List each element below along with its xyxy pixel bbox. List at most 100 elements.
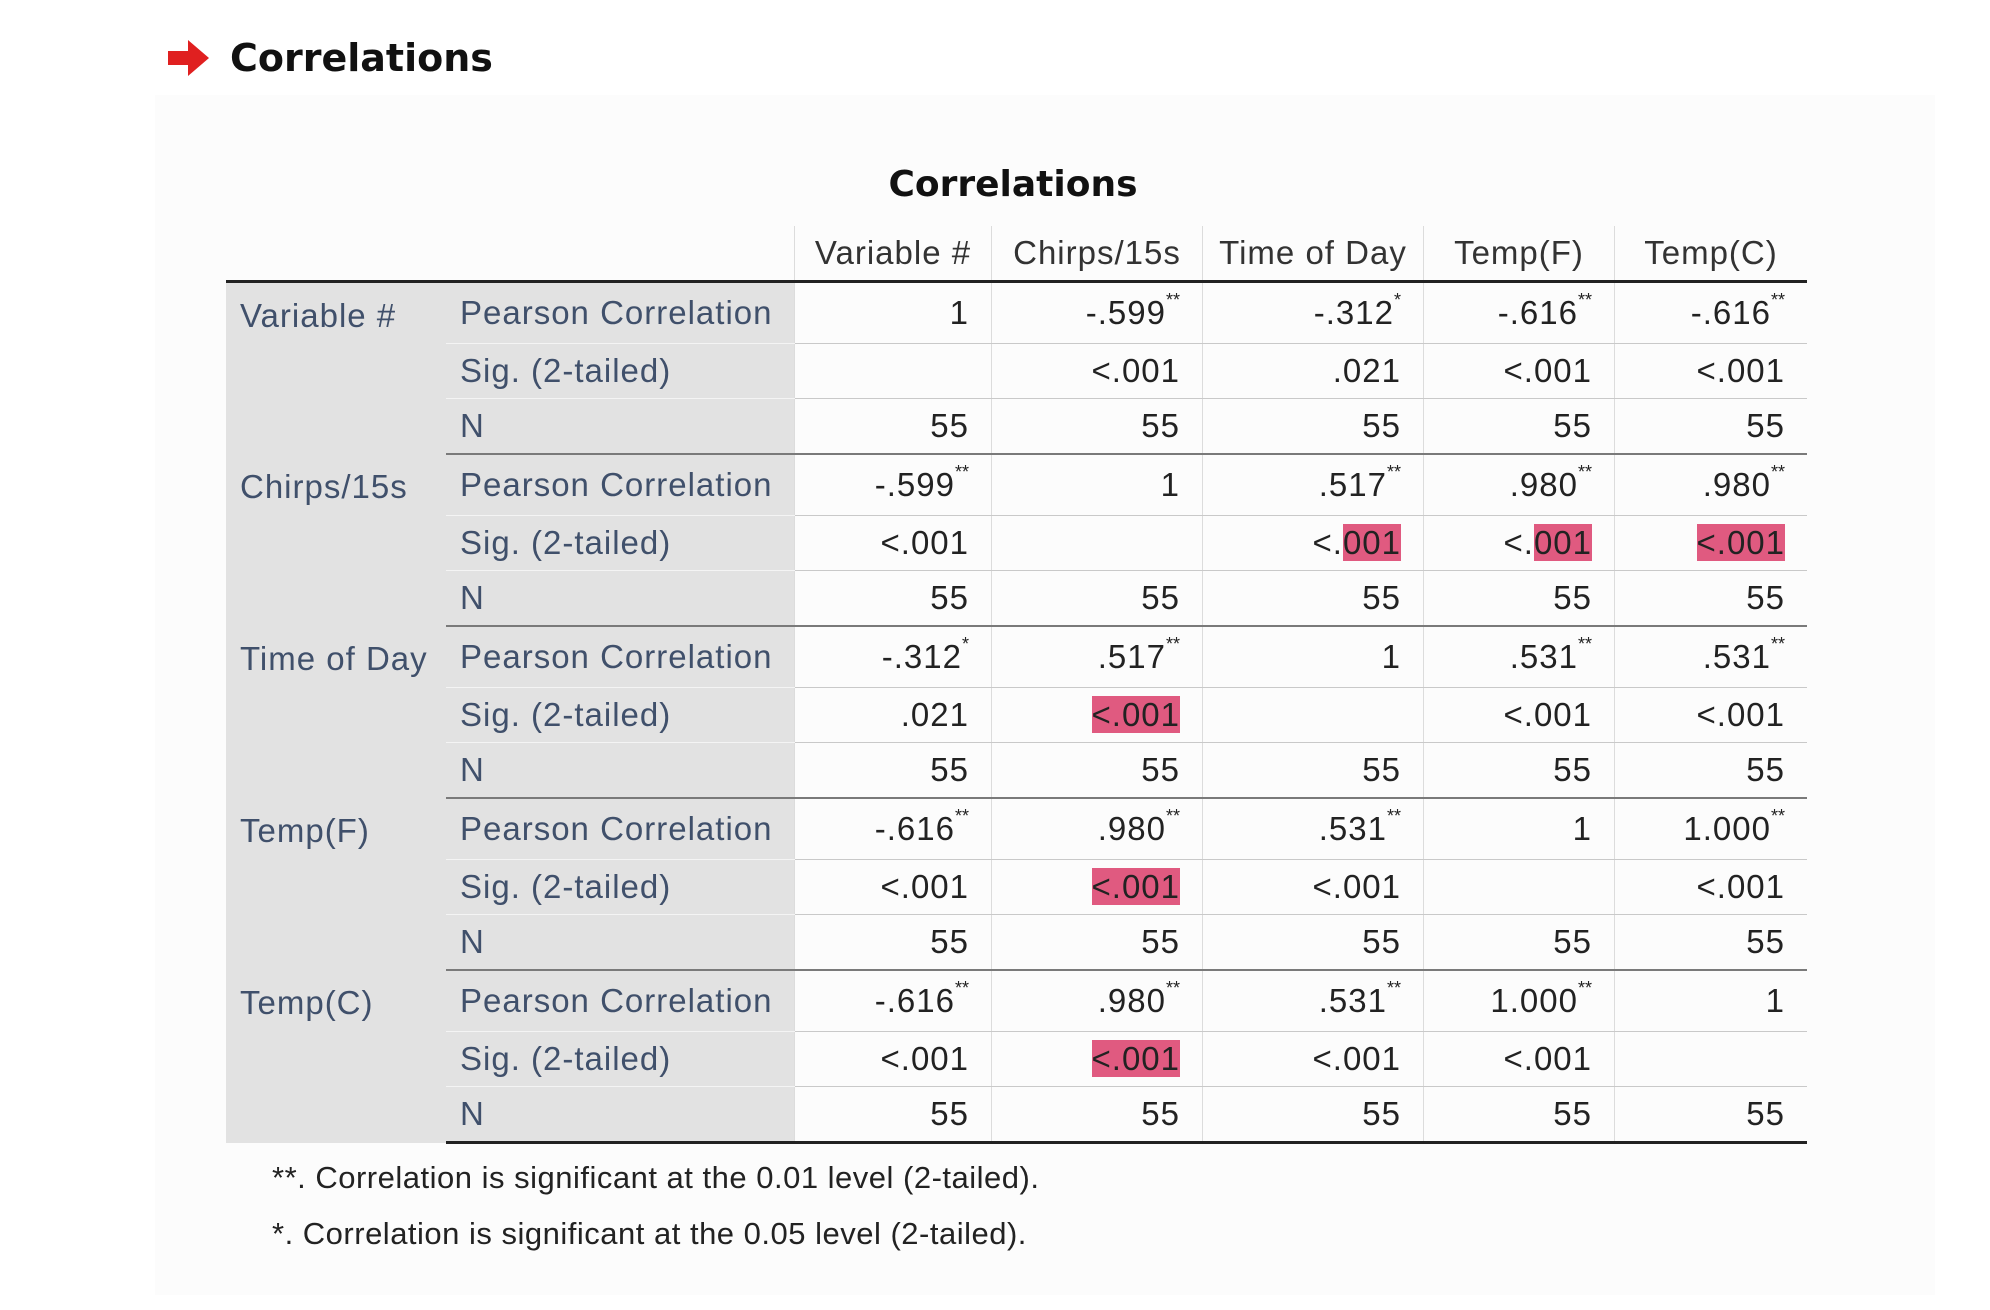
- table-cell[interactable]: .531**: [1614, 626, 1807, 688]
- table-cell[interactable]: [991, 515, 1203, 571]
- table-cell[interactable]: 55: [794, 398, 992, 455]
- column-header: Variable #: [794, 226, 992, 283]
- table-cell[interactable]: <.001: [991, 687, 1203, 743]
- table-cell[interactable]: 55: [991, 742, 1203, 799]
- table-cell[interactable]: .980**: [1614, 454, 1807, 516]
- table-cell[interactable]: 55: [991, 570, 1203, 627]
- significance-marker: **: [1577, 290, 1592, 310]
- table-cell[interactable]: <.001: [1614, 515, 1807, 571]
- table-cell[interactable]: .980**: [991, 798, 1203, 860]
- section-header[interactable]: Correlations: [168, 36, 493, 80]
- row-variable-label: Time of Day: [226, 626, 446, 798]
- table-cell[interactable]: -.312*: [1202, 281, 1424, 344]
- cell-value: <.001: [1312, 1040, 1401, 1077]
- table-cell[interactable]: -.599**: [991, 281, 1203, 344]
- table-cell[interactable]: .531**: [1423, 626, 1615, 688]
- table-cell[interactable]: <.001: [1202, 1031, 1424, 1087]
- cell-value: .531: [1318, 810, 1387, 847]
- table-cell[interactable]: 55: [1202, 1086, 1424, 1144]
- table-cell[interactable]: 55: [991, 1086, 1203, 1144]
- table-cell[interactable]: 55: [794, 914, 992, 971]
- table-cell[interactable]: 55: [1202, 398, 1424, 455]
- table-cell[interactable]: .517**: [991, 626, 1203, 688]
- table-cell[interactable]: 55: [794, 1086, 992, 1144]
- cell-value: 55: [1746, 751, 1785, 788]
- cell-value: .980: [1509, 466, 1578, 503]
- table-cell[interactable]: <.001: [991, 1031, 1203, 1087]
- table-cell[interactable]: [1423, 859, 1615, 915]
- table-cell[interactable]: <.001: [1202, 859, 1424, 915]
- cell-value: 55: [1362, 751, 1401, 788]
- table-cell[interactable]: 55: [1423, 742, 1615, 799]
- cell-value: <.001: [1696, 868, 1785, 905]
- table-cell[interactable]: <.001: [1614, 343, 1807, 399]
- highlight-mark: 001: [1342, 524, 1401, 561]
- table-cell[interactable]: [1202, 687, 1424, 743]
- cell-value: <.001: [1696, 352, 1785, 389]
- table-cell[interactable]: [794, 343, 992, 399]
- table-cell[interactable]: .517**: [1202, 454, 1424, 516]
- table-cell[interactable]: .980**: [991, 970, 1203, 1032]
- table-cell[interactable]: .531**: [1202, 970, 1424, 1032]
- table-cell[interactable]: 55: [1202, 914, 1424, 971]
- table-cell[interactable]: [1614, 1031, 1807, 1087]
- table-cell[interactable]: 1.000**: [1423, 970, 1615, 1032]
- table-cell[interactable]: 1: [1202, 626, 1424, 688]
- table-cell[interactable]: <.001: [1614, 859, 1807, 915]
- significance-marker: **: [1577, 634, 1592, 654]
- table-cell[interactable]: 55: [1423, 398, 1615, 455]
- table-cell[interactable]: -.312*: [794, 626, 992, 688]
- table-cell[interactable]: <.001: [1202, 515, 1424, 571]
- table-cell[interactable]: 1: [991, 454, 1203, 516]
- table-cell[interactable]: 1: [1423, 798, 1615, 860]
- table-cell[interactable]: <.001: [1423, 515, 1615, 571]
- table-cell[interactable]: -.599**: [794, 454, 992, 516]
- table-cell[interactable]: -.616**: [794, 970, 992, 1032]
- table-cell[interactable]: -.616**: [794, 798, 992, 860]
- table-cell[interactable]: .021: [794, 687, 992, 743]
- table-cell[interactable]: 55: [1614, 398, 1807, 455]
- table-cell[interactable]: <.001: [1423, 1031, 1615, 1087]
- cell-value: .517: [1318, 466, 1387, 503]
- table-cell[interactable]: 55: [1202, 742, 1424, 799]
- table-cell[interactable]: -.616**: [1423, 281, 1615, 344]
- table-cell[interactable]: 55: [991, 914, 1203, 971]
- correlations-table[interactable]: Variable # Chirps/15s Time of Day Temp(F…: [226, 226, 1807, 1144]
- table-cell[interactable]: <.001: [1423, 343, 1615, 399]
- table-cell[interactable]: <.001: [991, 343, 1203, 399]
- table-cell[interactable]: <.001: [1614, 687, 1807, 743]
- table-cell[interactable]: 55: [1614, 742, 1807, 799]
- cell-value: -.616: [1497, 294, 1578, 331]
- table-cell[interactable]: 55: [1614, 1086, 1807, 1144]
- table-cell[interactable]: <.001: [991, 859, 1203, 915]
- row-statistic-label: Pearson Correlation: [446, 626, 795, 688]
- table-cell[interactable]: -.616**: [1614, 281, 1807, 344]
- table-cell[interactable]: 55: [1423, 914, 1615, 971]
- table-cell[interactable]: 1: [1614, 970, 1807, 1032]
- pivot-table-title: Correlations: [888, 164, 1138, 205]
- table-row: Sig. (2-tailed) <.001 <.001 <.001 <.001: [226, 515, 1807, 571]
- cell-value: .517: [1097, 638, 1166, 675]
- table-cell[interactable]: 55: [794, 570, 992, 627]
- significance-marker: **: [1165, 634, 1180, 654]
- table-cell[interactable]: 55: [1423, 1086, 1615, 1144]
- table-cell[interactable]: 55: [1614, 570, 1807, 627]
- table-cell[interactable]: 55: [1614, 914, 1807, 971]
- table-cell[interactable]: 55: [794, 742, 992, 799]
- table-cell[interactable]: <.001: [1423, 687, 1615, 743]
- table-cell[interactable]: .531**: [1202, 798, 1424, 860]
- table-cell[interactable]: <.001: [794, 859, 992, 915]
- table-cell[interactable]: .980**: [1423, 454, 1615, 516]
- table-cell[interactable]: 55: [1423, 570, 1615, 627]
- row-statistic-label: Sig. (2-tailed): [446, 343, 795, 399]
- table-cell[interactable]: <.001: [794, 1031, 992, 1087]
- table-cell[interactable]: 55: [991, 398, 1203, 455]
- table-cell[interactable]: .021: [1202, 343, 1424, 399]
- table-cell[interactable]: 55: [1202, 570, 1424, 627]
- table-cell[interactable]: 1: [794, 281, 992, 344]
- significance-marker: **: [1770, 806, 1785, 826]
- row-variable-label: Chirps/15s: [226, 454, 446, 626]
- table-cell[interactable]: 1.000**: [1614, 798, 1807, 860]
- table-cell[interactable]: <.001: [794, 515, 992, 571]
- significance-marker: **: [1577, 978, 1592, 998]
